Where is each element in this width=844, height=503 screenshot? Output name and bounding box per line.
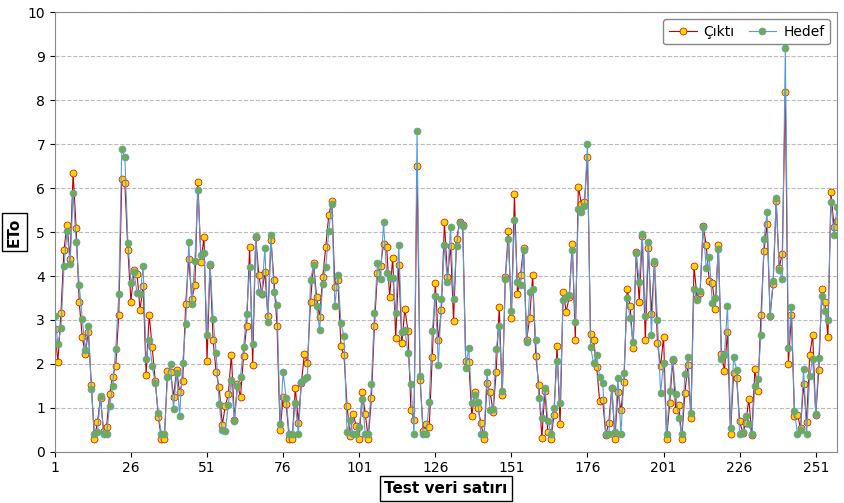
Line: Hedef: Hedef [51, 44, 841, 438]
Y-axis label: ETo: ETo [7, 217, 22, 247]
Hedef [780, 45, 790, 51]
Çıktı [470, 389, 480, 395]
X-axis label: Test veri satırı: Test veri satırı [384, 481, 507, 496]
Çıktı [89, 436, 100, 442]
Çıktı [50, 326, 60, 332]
Hedef [564, 292, 574, 298]
Legend: Çıktı, Hedef: Çıktı, Hedef [663, 20, 830, 44]
Hedef [726, 425, 736, 431]
Line: Çıktı: Çıktı [51, 88, 841, 442]
Hedef [89, 431, 100, 437]
Çıktı [564, 294, 574, 300]
Çıktı [832, 218, 842, 224]
Hedef [50, 313, 60, 319]
Hedef [470, 392, 480, 398]
Hedef [783, 345, 793, 351]
Çıktı [111, 363, 121, 369]
Çıktı [175, 389, 185, 395]
Çıktı [783, 361, 793, 367]
Hedef [175, 413, 185, 419]
Hedef [111, 346, 121, 352]
Hedef [832, 204, 842, 210]
Çıktı [726, 431, 736, 437]
Çıktı [780, 89, 790, 95]
